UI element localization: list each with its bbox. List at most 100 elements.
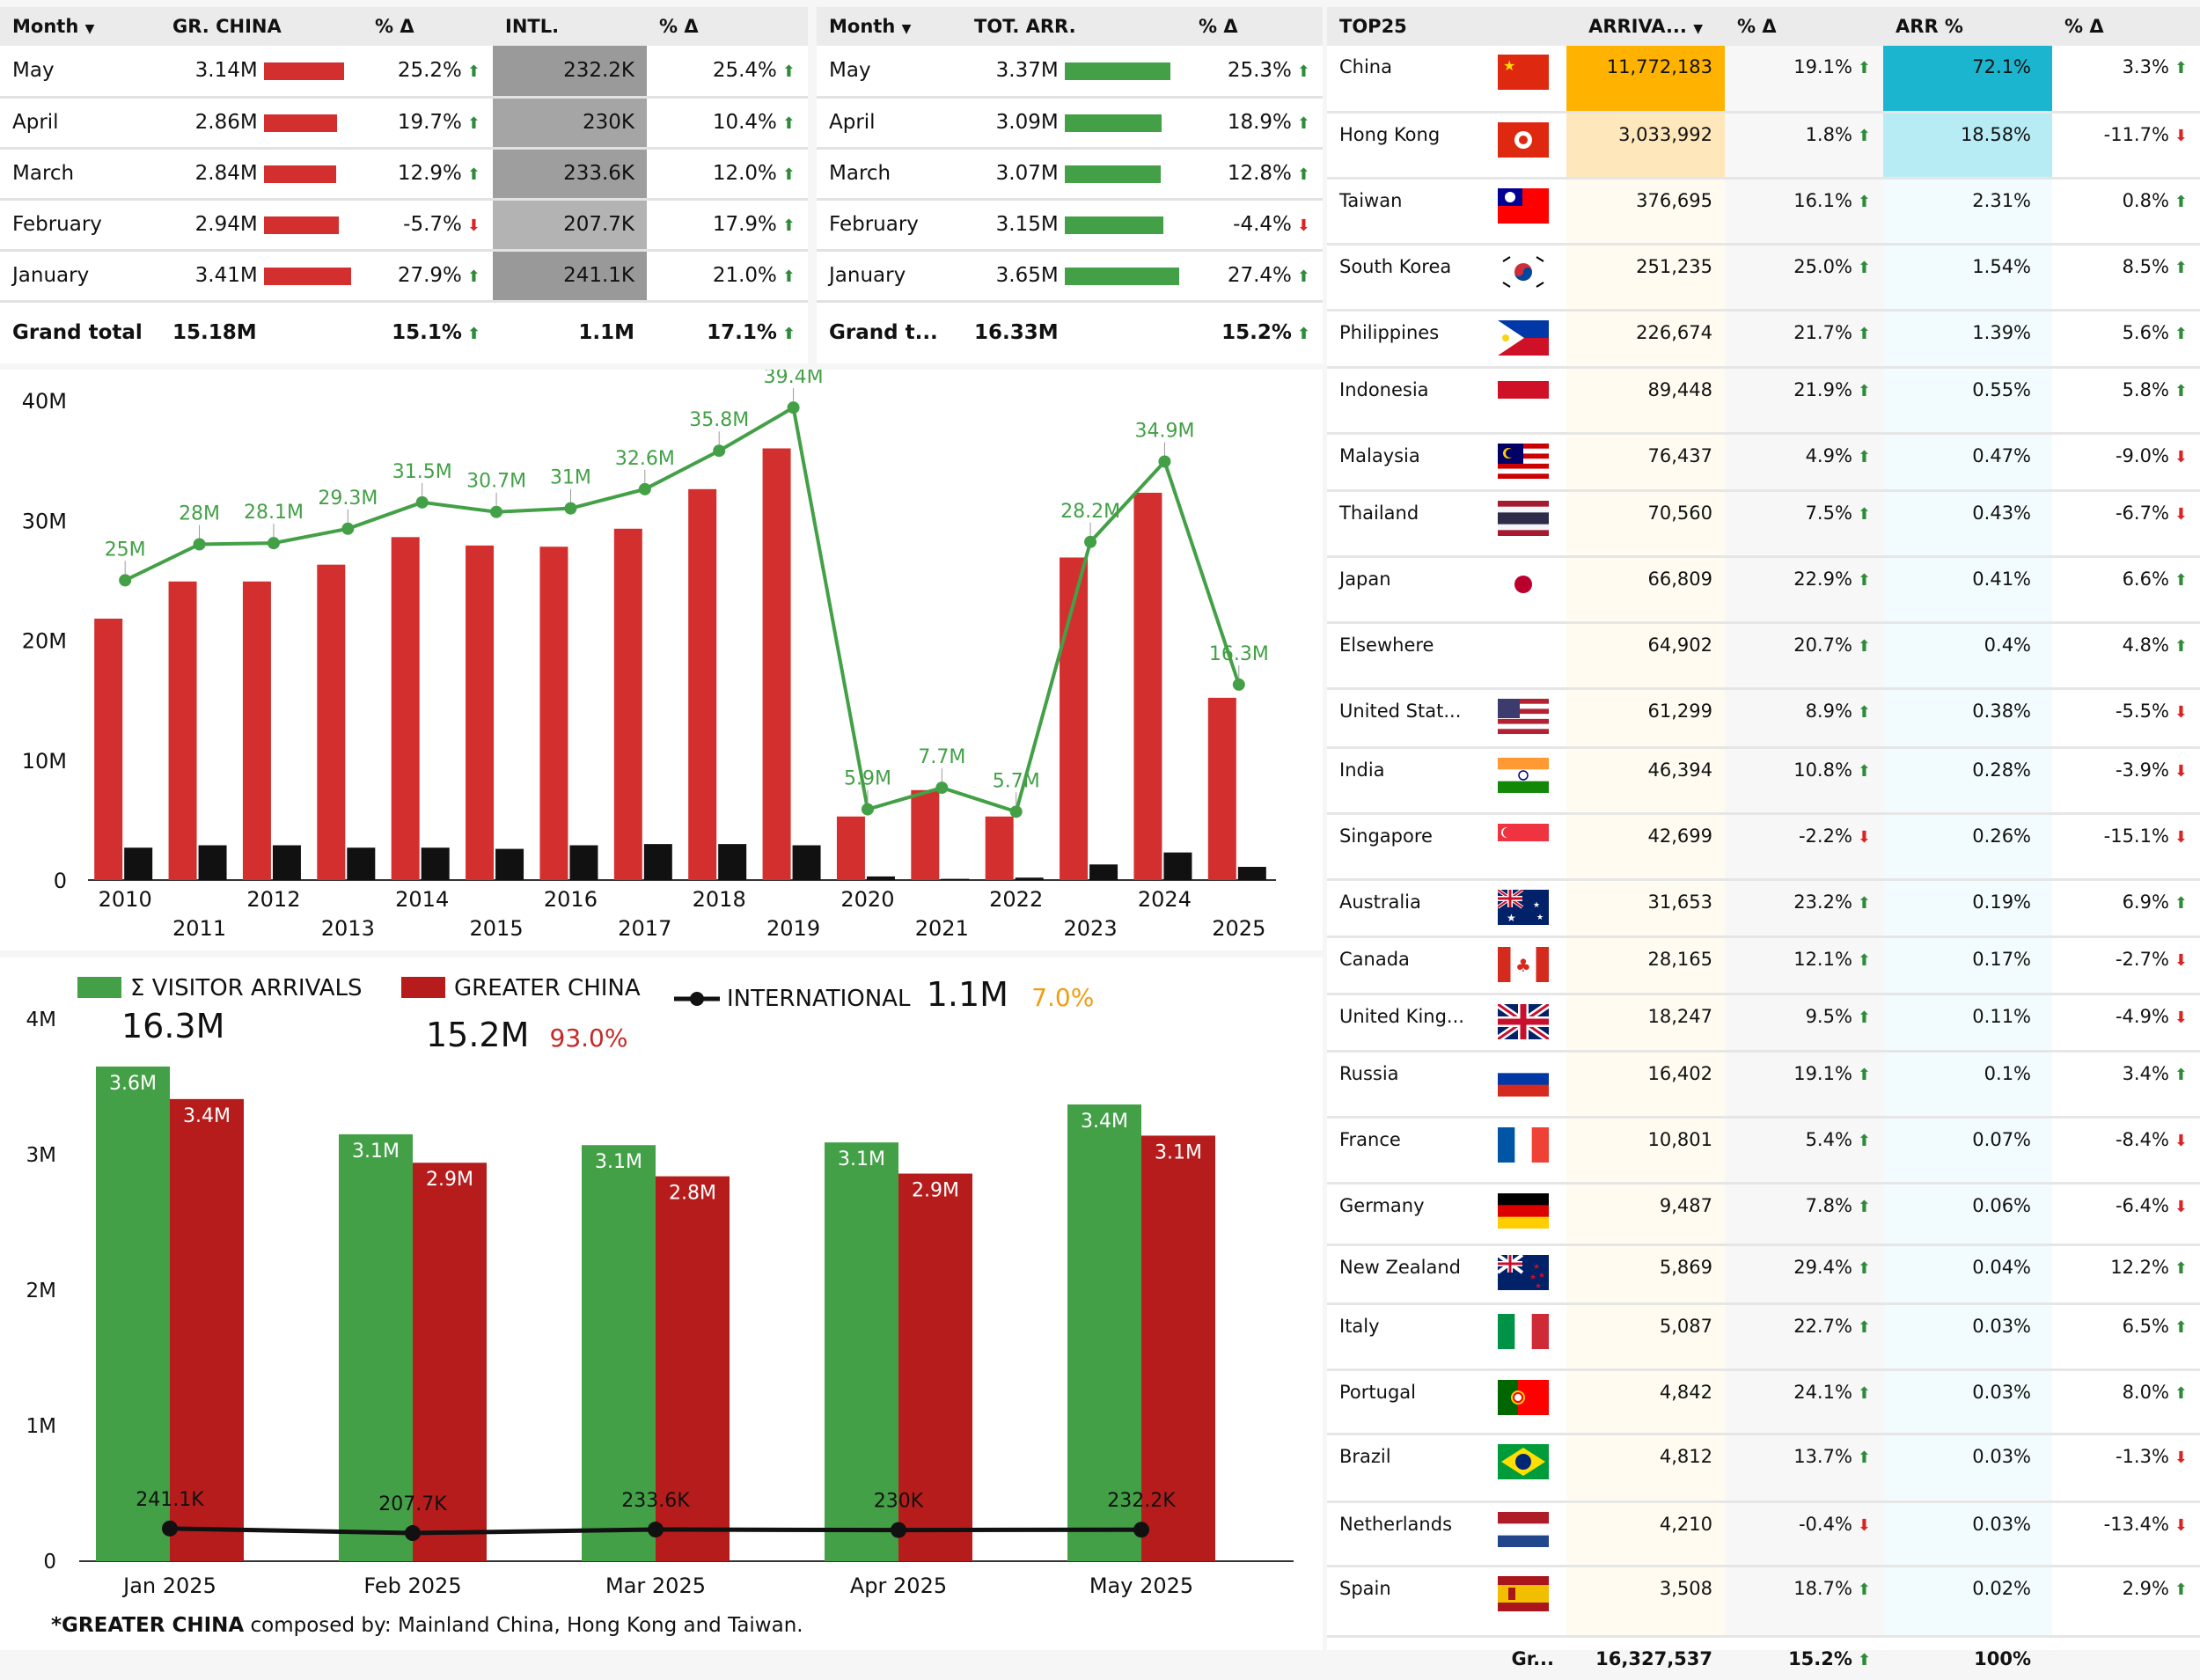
table-row[interactable]: United King... 18,247 9.5% ⬆ 0.11% -4.9% ⬇	[1327, 994, 2200, 1053]
table-row[interactable]: February 2.94M -5.7% ⬇ 207.7K 17.9% ⬆	[0, 199, 808, 252]
total-cell: 3.07M	[962, 148, 1186, 201]
data-label-visitor: 5.7M	[993, 770, 1040, 792]
arrivals-pct-cell: 19.1% ⬆	[1725, 46, 1884, 114]
col-tot-pct[interactable]: % Δ	[1186, 7, 1323, 46]
arrivals-pct-cell: 12.1% ⬆	[1725, 936, 1884, 995]
table-row[interactable]: March 3.07M 12.8% ⬆	[817, 148, 1323, 201]
table-row[interactable]: May 3.14M 25.2% ⬆ 232.2K 25.4% ⬆	[0, 46, 808, 99]
table-row[interactable]: Japan 66,809 22.9% ⬆ 0.41% 6.6% ⬆	[1327, 556, 2200, 624]
table-row[interactable]: Italy 5,087 22.7% ⬆ 0.03% 6.5% ⬆	[1327, 1303, 2200, 1371]
table-row[interactable]: India 46,394 10.8% ⬆ 0.28% -3.9% ⬇	[1327, 747, 2200, 815]
flag-it-icon	[1498, 1313, 1549, 1349]
table-row[interactable]: United Stat... 61,299 8.9% ⬆ 0.38% -5.5% ⬇	[1327, 688, 2200, 749]
intl-pct-cell: 21.0% ⬆	[647, 250, 808, 303]
data-label-international: 207.7K	[378, 1493, 447, 1515]
svg-text:★: ★	[1507, 912, 1516, 924]
arrow-up-icon: ⬆	[2174, 1317, 2189, 1337]
china-pct-cell: 27.9% ⬆	[363, 250, 493, 303]
arrivals-pct-cell: 7.5% ⬆	[1725, 490, 1884, 558]
data-label-international: 233.6K	[621, 1490, 690, 1512]
bar-greater-china	[836, 816, 865, 880]
table-row[interactable]: May 3.37M 25.3% ⬆	[817, 46, 1323, 99]
table-row[interactable]: Canada ♣ 28,165 12.1% ⬆ 0.17% -2.7% ⬇	[1327, 936, 2200, 995]
country-cell: Australia	[1327, 879, 1485, 938]
table-row[interactable]: South Korea 251,235 25.0% ⬆ 1.54% 8.5% ⬆	[1327, 244, 2200, 312]
x-tick-label: 2010	[99, 887, 152, 912]
table-row[interactable]: January 3.41M 27.9% ⬆ 241.1K 21.0% ⬆	[0, 250, 808, 303]
table-row[interactable]: March 2.84M 12.9% ⬆ 233.6K 12.0% ⬆	[0, 148, 808, 201]
data-label-visitor: 31M	[550, 467, 591, 489]
flag-us-icon	[1498, 698, 1549, 734]
col-share[interactable]: ARR %	[1883, 7, 2053, 46]
share-pct-cell: -5.5% ⬇	[2052, 688, 2200, 749]
flag-cell	[1485, 112, 1567, 180]
flag-cell: ★ ★ ★	[1485, 879, 1567, 938]
arrivals-pct-cell: 20.7% ⬆	[1725, 622, 1884, 690]
arrivals-cell: 31,653	[1566, 879, 1726, 938]
col-top25[interactable]: TOP25	[1327, 7, 1567, 46]
arrow-up-icon: ⬆	[2174, 59, 2189, 77]
table-row[interactable]: Australia ★ ★ ★ 31,653 23.2% ⬆ 0.19% 6.9% ⬆	[1327, 879, 2200, 938]
col-intl-pct[interactable]: % Δ	[647, 7, 808, 46]
bar-visitor-arrivals	[339, 1133, 413, 1561]
table-row[interactable]: Russia 16,402 19.1% ⬆ 0.1% 3.4% ⬆	[1327, 1051, 2200, 1119]
table-row[interactable]: February 3.15M -4.4% ⬇	[817, 199, 1323, 252]
col-month[interactable]: Month ▼	[817, 7, 962, 46]
china-databar	[264, 165, 336, 183]
table-row[interactable]: New Zealand ★ ★ ★ ★ 5,869 29.4% ⬆ 0.04% 12.2…	[1327, 1244, 2200, 1305]
table-row[interactable]: Spain 3,508 18.7% ⬆ 0.02% 2.9% ⬆	[1327, 1566, 2200, 1638]
grand-total-row: Gr... 16,327,537 15.2% ⬆ 100%	[1511, 1647, 2032, 1669]
arrow-down-icon: ⬇	[2174, 1448, 2189, 1467]
table-row[interactable]: Elsewhere 64,902 20.7% ⬆ 0.4% 4.8% ⬆	[1327, 622, 2200, 690]
arrow-up-icon: ⬆	[1857, 1580, 1872, 1599]
china-cell: 2.84M	[160, 148, 363, 201]
col-arrivals[interactable]: ARRIVA... ▼	[1566, 7, 1726, 46]
bar-greater-china	[391, 537, 420, 880]
total-pct-cell: 25.3% ⬆	[1186, 46, 1323, 99]
x-tick-label: 2020	[840, 887, 894, 912]
point-visitor-arrivals	[341, 522, 355, 535]
col-month[interactable]: Month ▼	[0, 7, 160, 46]
line-international	[169, 1526, 1142, 1536]
legend-china[interactable]: GREATER CHINA	[401, 975, 641, 1001]
table-row[interactable]: January 3.65M 27.4% ⬆	[817, 250, 1323, 303]
svg-text:★: ★	[1529, 1273, 1536, 1282]
table-row[interactable]: April 2.86M 19.7% ⬆ 230K 10.4% ⬆	[0, 97, 808, 150]
table-row[interactable]: Germany 9,487 7.8% ⬆ 0.06% -6.4% ⬇	[1327, 1183, 2200, 1246]
arrivals-pct-cell: 8.9% ⬆	[1725, 688, 1884, 749]
arrivals-cell: 42,699	[1566, 813, 1726, 881]
table-row[interactable]: April 3.09M 18.9% ⬆	[817, 97, 1323, 150]
country-cell: South Korea	[1327, 244, 1485, 312]
table-row[interactable]: Netherlands 4,210 -0.4% ⬇ 0.03% -13.4% ⬇	[1327, 1501, 2200, 1567]
table-row[interactable]: Indonesia 89,448 21.9% ⬆ 0.55% 5.8% ⬆	[1327, 367, 2200, 435]
col-tot-arr[interactable]: TOT. ARR.	[962, 7, 1186, 46]
table-row[interactable]: Singapore 42,699 -2.2% ⬇ 0.26% -15.1% ⬇	[1327, 813, 2200, 881]
col-arr-pct[interactable]: % Δ	[1725, 7, 1884, 46]
table-row[interactable]: Thailand 70,560 7.5% ⬆ 0.43% -6.7% ⬇	[1327, 490, 2200, 558]
col-intl[interactable]: INTL.	[493, 7, 647, 46]
col-gr-china[interactable]: GR. CHINA	[160, 7, 363, 46]
country-cell: Hong Kong	[1327, 112, 1485, 180]
table-row[interactable]: China ★ 11,772,183 19.1% ⬆ 72.1% 3.3% ⬆	[1327, 46, 2200, 114]
point-visitor-arrivals	[713, 444, 726, 458]
arrivals-cell: 61,299	[1566, 688, 1726, 749]
data-label-visitor: 28.2M	[1060, 501, 1120, 523]
bar-greater-china	[911, 789, 940, 880]
table-row[interactable]: Hong Kong 3,033,992 1.8% ⬆ 18.58% -11.7% ⬇	[1327, 112, 2200, 180]
country-cell: China	[1327, 46, 1485, 114]
table-row[interactable]: Taiwan 376,695 16.1% ⬆ 2.31% 0.8% ⬆	[1327, 178, 2200, 246]
col-share-pct[interactable]: % Δ	[2052, 7, 2200, 46]
data-label-visitor: 25M	[105, 539, 146, 561]
flag-nl-icon	[1498, 1511, 1549, 1547]
col-china-pct[interactable]: % Δ	[363, 7, 493, 46]
legend-visitor[interactable]: Σ VISITOR ARRIVALS	[77, 975, 362, 1001]
table-row[interactable]: Brazil 4,812 13.7% ⬆ 0.03% -1.3% ⬇	[1327, 1434, 2200, 1503]
table-row[interactable]: France 10,801 5.4% ⬆ 0.07% -8.4% ⬇	[1327, 1117, 2200, 1185]
share-pct-cell: -3.9% ⬇	[2052, 747, 2200, 815]
table-row[interactable]: Portugal 4,842 24.1% ⬆ 0.03% 8.0% ⬆	[1327, 1369, 2200, 1435]
table-row[interactable]: Philippines 226,674 21.7% ⬆ 1.39% 5.6% ⬆	[1327, 310, 2200, 369]
table-row[interactable]: Malaysia 76,437 4.9% ⬆ 0.47% -9.0% ⬇	[1327, 433, 2200, 492]
share-cell: 18.58%	[1883, 112, 2053, 180]
legend-intl[interactable]: INTERNATIONAL 1.1M 7.0%	[674, 975, 1094, 1014]
arrow-down-icon: ⬇	[2174, 1515, 2189, 1535]
